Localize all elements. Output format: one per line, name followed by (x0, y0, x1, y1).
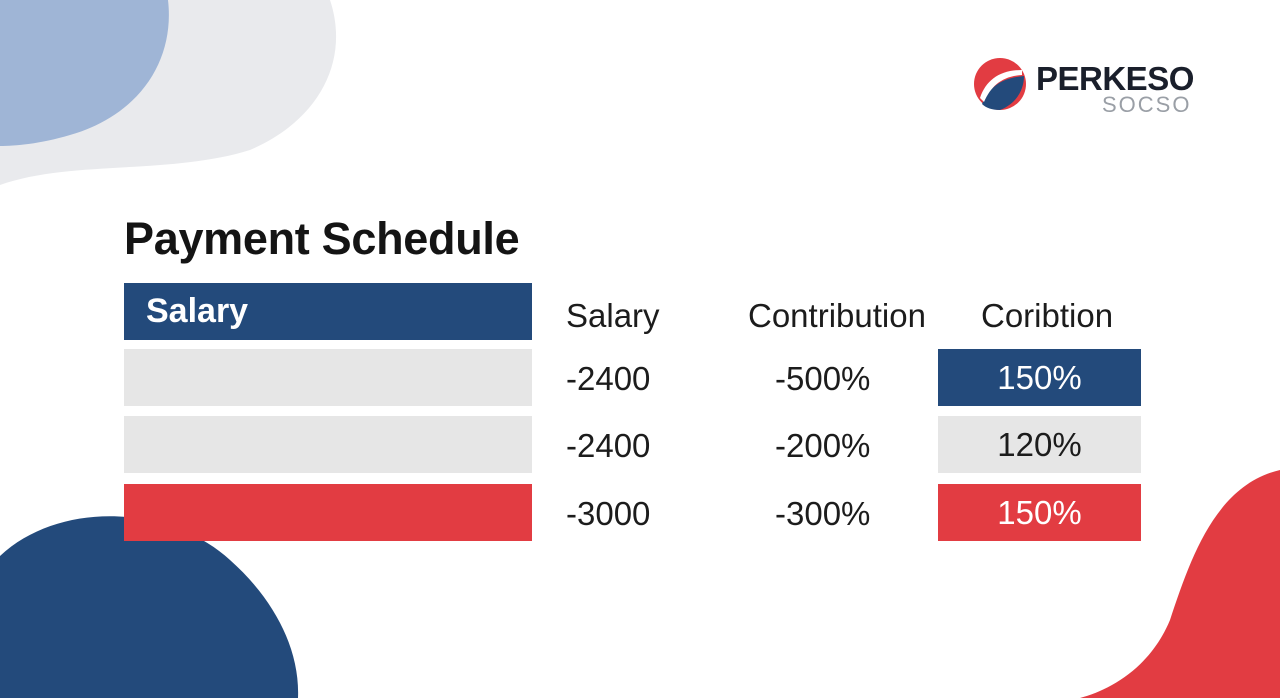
decor-blob-bottom-right-red (1080, 470, 1280, 698)
perkeso-logo-icon (974, 58, 1026, 110)
brand-subtitle: SOCSO (1102, 92, 1192, 117)
contribution-cell: -500% (775, 360, 871, 397)
column-header-coribtion: Coribtion (981, 297, 1114, 334)
rate-badge: 150% (938, 484, 1141, 541)
decor-blob-top-left-blue (0, 0, 169, 146)
decor-blob-bottom-left-navy (0, 516, 299, 698)
contribution-cell: -300% (775, 495, 871, 532)
column-header-salary: Salary (566, 297, 660, 334)
column-header-contribution: Contribution (748, 297, 926, 334)
rate-badge: 120% (938, 416, 1141, 473)
contribution-cell: -200% (775, 427, 871, 464)
perkeso-logo: PERKESO SOCSO (972, 56, 1212, 120)
salary-header-bar: Salary (124, 283, 532, 340)
brand-name: PERKESO (1036, 60, 1194, 97)
salary-bar-row (124, 349, 532, 406)
page-title: Payment Schedule (124, 213, 520, 264)
salary-bar-row (124, 416, 532, 473)
salary-cell: -2400 (566, 360, 651, 397)
rate-badge: 150% (938, 349, 1141, 406)
salary-header-label: Salary (146, 292, 249, 330)
salary-cell: -3000 (566, 495, 651, 532)
salary-cell: -2400 (566, 427, 651, 464)
salary-bar-row (124, 484, 532, 541)
